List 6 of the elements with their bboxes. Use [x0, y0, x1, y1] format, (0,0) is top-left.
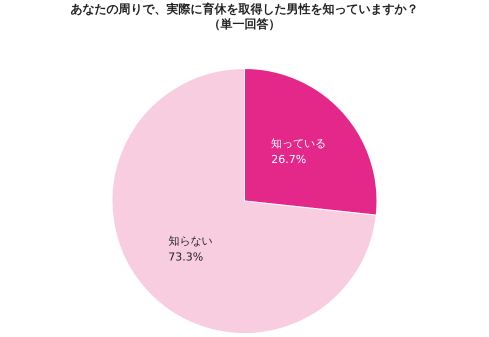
data-label: 26.7% — [271, 153, 306, 166]
chart-title: あなたの周りで、実際に育休を取得した男性を知っていますか？ — [70, 2, 420, 17]
slice-label: 知っている — [271, 137, 326, 150]
chart-subtitle: （単一回答） — [208, 17, 282, 32]
data-label: 73.3% — [168, 250, 204, 264]
slice-label: 知らない — [168, 234, 212, 248]
